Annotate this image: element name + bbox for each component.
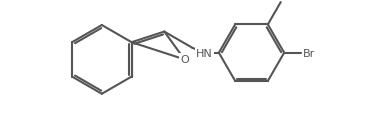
Text: HN: HN: [196, 48, 213, 58]
Text: Br: Br: [303, 48, 315, 58]
Text: O: O: [180, 55, 189, 65]
